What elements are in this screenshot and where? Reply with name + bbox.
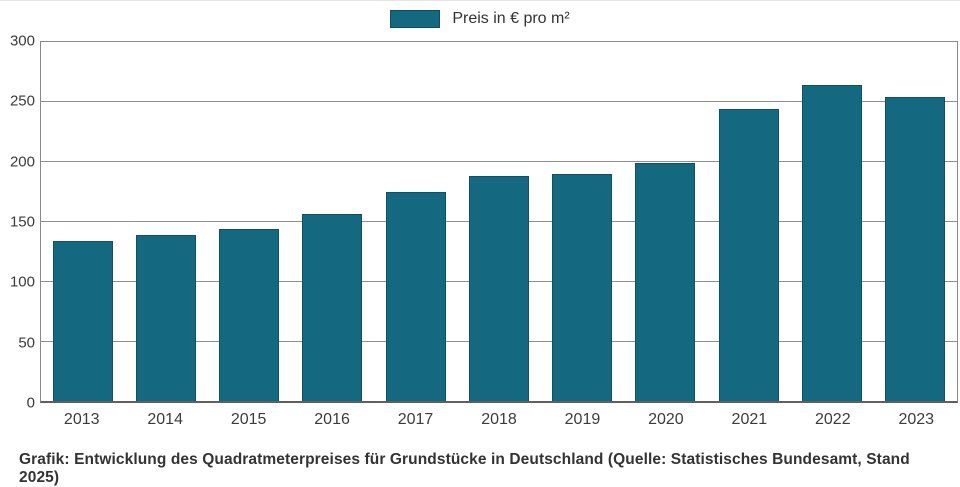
- x-tick-label-2014: 2014: [147, 411, 183, 428]
- gridline-200: [41, 161, 957, 163]
- y-tick-label-150: 150: [9, 213, 35, 231]
- y-tick-label-0: 0: [26, 394, 35, 412]
- bar-slot-2019: [541, 42, 624, 401]
- bar-slot-2023: [874, 42, 957, 401]
- x-tick-label-2022: 2022: [815, 411, 851, 428]
- bar-slot-2013: [41, 42, 124, 401]
- x-tick-label-2019: 2019: [564, 411, 601, 428]
- bar-2023: [885, 97, 946, 401]
- x-tick-label-2016: 2016: [314, 411, 350, 428]
- y-tick-label-250: 250: [9, 92, 35, 110]
- gridline-250: [41, 101, 957, 103]
- bar-2018: [468, 176, 529, 401]
- x-tick-label-2017: 2017: [397, 411, 434, 428]
- bar-2021: [718, 109, 779, 401]
- bar-2022: [802, 85, 863, 401]
- bar-2016: [302, 214, 363, 401]
- bar-2017: [385, 191, 446, 401]
- y-tick-label-50: 50: [18, 334, 35, 352]
- y-axis: 0 50 100 150 200 250 300: [0, 34, 35, 411]
- bar-2013: [52, 240, 113, 401]
- y-tick-label-100: 100: [9, 273, 35, 291]
- chart-legend: Preis in € pro m²: [0, 10, 960, 28]
- x-tick-label-2020: 2020: [648, 411, 684, 428]
- bar-2019: [552, 173, 613, 401]
- x-axis: 2013 2014 2015 2016 2017 2018 2019 2020 2021 2022…: [40, 411, 958, 429]
- bar-slot-2021: [707, 42, 790, 401]
- bar-slot-2014: [124, 42, 207, 401]
- bar-slot-2016: [291, 42, 374, 401]
- y-tick-label-300: 300: [9, 32, 35, 50]
- x-tick-label-2018: 2018: [481, 411, 517, 428]
- legend-label: Preis in € pro m²: [452, 10, 570, 27]
- x-tick-label-2023: 2023: [898, 411, 935, 428]
- plot-area: [40, 41, 958, 403]
- bar-slot-2015: [208, 42, 291, 401]
- bars-container: [41, 42, 957, 401]
- x-tick-label-2015: 2015: [230, 411, 267, 428]
- bar-2015: [219, 228, 280, 401]
- bar-2014: [135, 234, 196, 401]
- bar-2020: [635, 162, 696, 401]
- y-tick-label-200: 200: [9, 153, 35, 171]
- bar-slot-2018: [457, 42, 540, 401]
- bar-slot-2022: [790, 42, 873, 401]
- bar-slot-2020: [624, 42, 707, 401]
- legend-color-swatch: [390, 10, 441, 28]
- x-tick-label-2021: 2021: [731, 411, 768, 428]
- chart-caption: Grafik: Entwicklung des Quadratmeterprei…: [19, 451, 910, 486]
- x-tick-label-2013: 2013: [63, 411, 100, 428]
- bar-slot-2017: [374, 42, 457, 401]
